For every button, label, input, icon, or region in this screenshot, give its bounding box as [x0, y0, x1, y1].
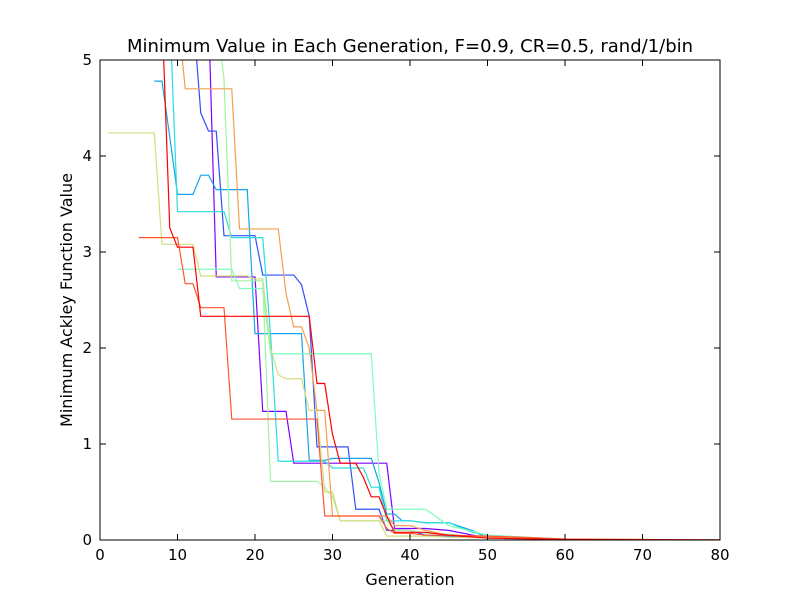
x-tick-label: 70: [633, 546, 652, 564]
y-tick-label: 0: [82, 531, 92, 549]
y-tick-label: 2: [82, 339, 92, 357]
series-line-8: [181, 60, 720, 540]
x-tick-label: 0: [95, 546, 105, 564]
series-layer: [107, 60, 720, 540]
series-line-9: [138, 237, 720, 540]
x-tick-label: 60: [555, 546, 574, 564]
series-line-6: [221, 60, 720, 540]
y-tick-label: 1: [82, 435, 92, 453]
x-tick-label: 40: [400, 546, 419, 564]
series-line-10: [163, 60, 720, 540]
y-tick-label: 5: [82, 51, 92, 69]
ticks-layer: 0 10 20 30 40 50 60 70 80 0 1 2 3 4 5: [82, 51, 729, 564]
series-line-7: [107, 132, 720, 540]
plot-frame: [99, 59, 721, 541]
y-tick-label: 3: [82, 243, 92, 261]
x-axis-label: Generation: [365, 570, 454, 589]
x-tick-label: 10: [168, 546, 187, 564]
chart-title: Minimum Value in Each Generation, F=0.9,…: [127, 36, 693, 57]
y-axis-label: Minimum Ackley Function Value: [57, 173, 76, 427]
x-tick-label: 20: [245, 546, 264, 564]
series-line-4: [171, 60, 720, 540]
x-tick-label: 50: [478, 546, 497, 564]
x-tick-label: 80: [710, 546, 729, 564]
x-tick-label: 30: [323, 546, 342, 564]
y-tick-label: 4: [82, 147, 92, 165]
